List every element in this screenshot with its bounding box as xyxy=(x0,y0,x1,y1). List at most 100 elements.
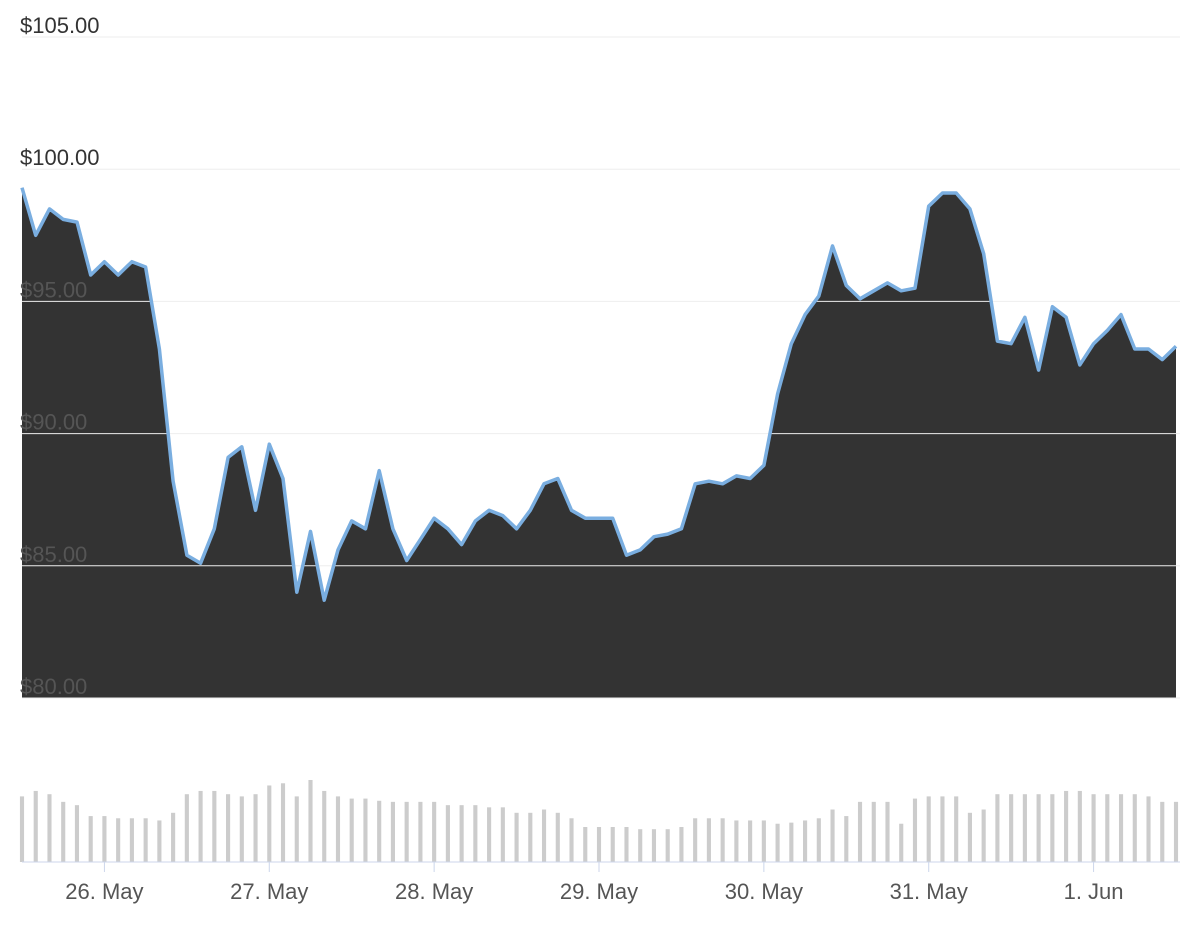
volume-bar xyxy=(693,818,698,862)
volume-bar xyxy=(926,796,931,862)
volume-bar xyxy=(651,829,657,862)
volume-bar xyxy=(541,809,547,862)
volume-bar xyxy=(267,785,272,862)
volume-bar xyxy=(445,805,450,862)
volume-bar xyxy=(844,816,849,862)
volume-bar xyxy=(528,812,533,862)
volume-bar xyxy=(226,794,231,862)
volume-bar xyxy=(981,809,986,862)
volume-bar xyxy=(789,822,794,862)
volume-bar xyxy=(1064,790,1069,862)
volume-bar xyxy=(487,807,492,862)
price-line xyxy=(20,187,1178,602)
volume-bar xyxy=(706,818,711,862)
volume-bar xyxy=(1132,794,1137,862)
volume-bar xyxy=(116,818,121,862)
volume-bar xyxy=(1077,790,1082,862)
volume-bar xyxy=(1118,794,1124,862)
volume-bar xyxy=(954,796,959,862)
x-tick-label: 29. May xyxy=(560,879,638,904)
x-tick-label: 26. May xyxy=(65,879,143,904)
volume-bar xyxy=(1146,796,1151,862)
volume-bar xyxy=(638,829,643,862)
volume-bar xyxy=(967,812,972,862)
volume-bar xyxy=(74,805,80,862)
y-tick-label: $105.00 xyxy=(20,13,100,38)
volume-bar xyxy=(432,801,437,862)
volume-bar xyxy=(1105,794,1110,862)
volume-bar xyxy=(1050,794,1055,862)
volume-bar xyxy=(816,818,821,862)
volume-bar xyxy=(404,801,409,862)
volume-bar xyxy=(349,798,354,862)
volume-bar xyxy=(363,798,368,862)
volume-bar xyxy=(912,798,918,862)
volume-bar xyxy=(239,796,244,862)
volume-bar xyxy=(377,800,382,862)
volume-bar xyxy=(335,796,341,862)
volume-bar xyxy=(583,827,588,862)
x-tick-label: 30. May xyxy=(725,879,803,904)
volume-bar xyxy=(308,780,313,862)
volume-bar xyxy=(418,801,423,862)
y-tick-label: $90.00 xyxy=(20,410,87,435)
y-tick-label: $80.00 xyxy=(20,674,87,699)
x-tick-label: 31. May xyxy=(890,879,968,904)
volume-bar xyxy=(47,794,52,862)
volume-bar xyxy=(459,805,464,862)
volume-bar xyxy=(569,818,574,862)
volume-bar xyxy=(61,801,66,862)
x-tick-label: 28. May xyxy=(395,879,473,904)
volume-bar xyxy=(803,820,808,862)
y-tick-label: $100.00 xyxy=(20,145,100,170)
volume-bar xyxy=(1036,794,1041,862)
volume-bar xyxy=(1009,794,1014,862)
volume-bar xyxy=(871,801,876,862)
volume-bar xyxy=(157,820,162,862)
volume-bar xyxy=(129,818,134,862)
volume-bar xyxy=(88,816,93,862)
volume-bar xyxy=(624,827,629,862)
volume-bar xyxy=(995,794,1000,862)
volume-bar xyxy=(294,796,299,862)
volume-bar xyxy=(184,794,189,862)
volume-bar xyxy=(1091,794,1096,862)
price-area xyxy=(22,187,1176,698)
x-tick-label: 1. Jun xyxy=(1064,879,1124,904)
volume-bar xyxy=(720,818,725,862)
y-tick-label: $95.00 xyxy=(20,277,87,302)
volume-bar xyxy=(857,801,863,862)
volume-bar xyxy=(885,801,890,862)
volume-bar xyxy=(596,827,602,862)
volume-bar xyxy=(610,827,615,862)
volume-bar xyxy=(198,790,203,862)
volume-bar xyxy=(19,796,25,862)
volume-bar xyxy=(500,807,505,862)
volume-bar xyxy=(280,783,286,862)
volume-bar xyxy=(761,820,766,862)
volume-bar xyxy=(734,820,739,862)
volume-bar xyxy=(212,790,217,862)
volume-bar xyxy=(775,823,780,862)
y-tick-label: $85.00 xyxy=(20,542,87,567)
volume-bar xyxy=(1160,801,1165,862)
volume-bar xyxy=(748,820,753,862)
volume-bar xyxy=(1173,801,1179,862)
volume-bar xyxy=(33,790,38,862)
volume-bar xyxy=(514,812,519,862)
volume-bar xyxy=(322,790,327,862)
volume-bar xyxy=(390,801,395,862)
volume-bar xyxy=(665,829,670,862)
volume-bar xyxy=(171,812,176,862)
volume-bar xyxy=(679,827,684,862)
volume-bar xyxy=(1022,794,1027,862)
volume-bar xyxy=(899,823,904,862)
volume-bar xyxy=(555,812,560,862)
volume-bar xyxy=(253,794,258,862)
volume-bar xyxy=(473,805,478,862)
volume-bar xyxy=(940,796,945,862)
x-tick-label: 27. May xyxy=(230,879,308,904)
volume-bar xyxy=(102,816,107,862)
volume-bar xyxy=(830,809,835,862)
